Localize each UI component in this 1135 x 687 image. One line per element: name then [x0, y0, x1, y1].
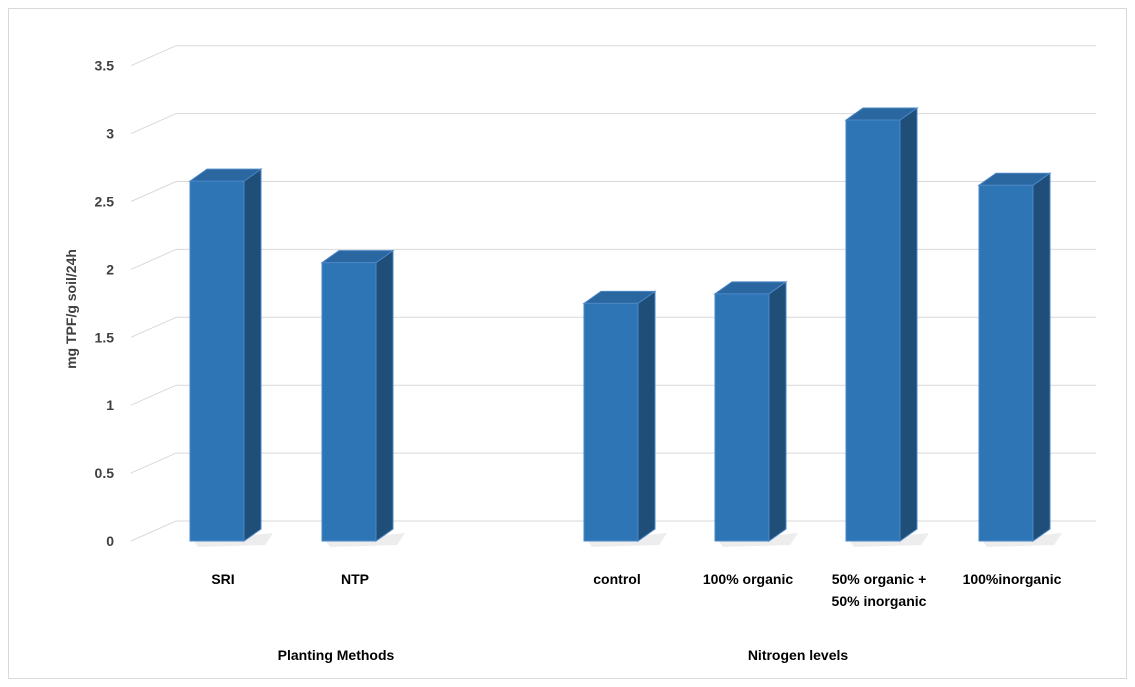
- group-labels: Planting Methods Nitrogen levels: [278, 647, 849, 663]
- gridline-diagonal: [130, 45, 177, 67]
- y-tick-label: 3: [106, 126, 114, 142]
- category-label: SRI: [211, 571, 234, 587]
- bar-chart: 0 0.5 1 1.5 2 2.5 3 3.5 SRI NTP control 100% organ…: [63, 45, 1096, 663]
- gridline-diagonal: [130, 181, 177, 202]
- category-label: NTP: [341, 571, 369, 587]
- category-label: control: [593, 571, 640, 587]
- gridline-diagonal: [130, 316, 177, 338]
- y-tick-label: 2.5: [95, 194, 115, 210]
- bar: [978, 184, 1034, 542]
- bar-side: [637, 290, 656, 542]
- gridline-diagonal: [130, 248, 177, 270]
- y-tick-label: 1: [106, 397, 114, 413]
- bar-side: [899, 107, 918, 542]
- bar: [845, 119, 901, 542]
- y-tick-label: 0.5: [95, 465, 115, 481]
- y-tick-label: 3.5: [95, 58, 115, 74]
- bar-side: [1032, 172, 1051, 542]
- bar: [321, 262, 377, 542]
- gridline-diagonal: [130, 384, 177, 406]
- gridline-diagonal: [130, 520, 177, 542]
- y-tick-label: 2: [106, 261, 114, 277]
- group-label: Planting Methods: [278, 647, 395, 663]
- bar: [189, 180, 245, 542]
- gridline-diagonal: [130, 113, 177, 135]
- chart-frame: 0 0.5 1 1.5 2 2.5 3 3.5 SRI NTP control 100% organ…: [8, 8, 1127, 679]
- bar: [714, 293, 770, 542]
- bar-side: [375, 249, 394, 542]
- gridline-diagonal: [130, 452, 177, 474]
- y-axis-ticks: 0 0.5 1 1.5 2 2.5 3 3.5: [95, 58, 115, 549]
- category-labels: SRI NTP control 100% organic 50% organic +50…: [211, 571, 1061, 609]
- category-label: 100% organic: [703, 571, 793, 587]
- category-label: 100%inorganic: [963, 571, 1062, 587]
- category-label: 50% organic +50% inorganic: [832, 571, 927, 609]
- y-tick-label: 1.5: [95, 329, 115, 345]
- group-label: Nitrogen levels: [748, 647, 849, 663]
- bars: [188, 107, 1062, 547]
- bar: [583, 302, 639, 542]
- bar-side: [768, 280, 787, 542]
- y-axis-label: mg TPF/g soil/24h: [63, 249, 79, 369]
- bar-side: [243, 168, 262, 542]
- y-tick-label: 0: [106, 533, 114, 549]
